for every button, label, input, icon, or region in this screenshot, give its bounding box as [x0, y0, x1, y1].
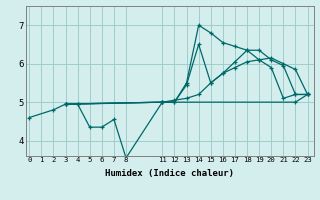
X-axis label: Humidex (Indice chaleur): Humidex (Indice chaleur): [105, 169, 234, 178]
